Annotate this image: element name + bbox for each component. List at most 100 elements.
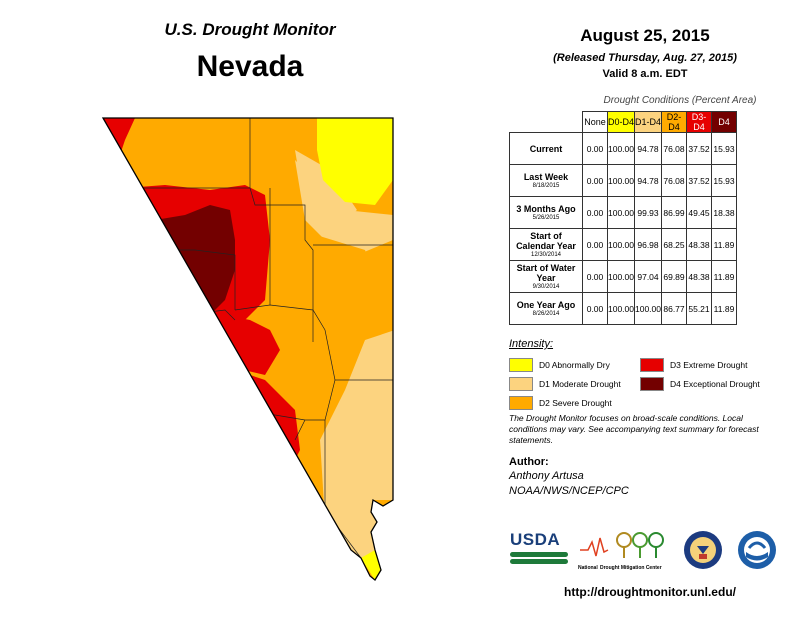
table-cell: 69.89 xyxy=(661,260,687,293)
table-cell: 99.93 xyxy=(634,196,662,229)
table-cell: 86.77 xyxy=(661,292,687,325)
usda-stripe-2 xyxy=(510,559,568,564)
row-label-text: 3 Months Ago xyxy=(516,203,576,214)
commerce-seal-icon[interactable] xyxy=(683,530,723,570)
valid-time: Valid 8 a.m. EDT xyxy=(602,68,688,80)
legend-item-d3: D3 Extreme Drought xyxy=(640,358,747,372)
table-row: Start of Calendar Year 12/30/2014 0.00 100.… xyxy=(509,228,737,261)
legend-label-d1: D1 Moderate Drought xyxy=(539,379,621,389)
row-label-text: Start of Calendar Year xyxy=(516,230,576,251)
drought-conditions-table: None D0-D4 D1-D4 D2-D4 D3-D4 D4 Current 0… xyxy=(509,111,737,325)
table-cell: 100.00 xyxy=(607,132,635,165)
table-cell: 11.89 xyxy=(711,292,737,325)
table-cell: 94.78 xyxy=(634,164,662,197)
row-label: Last Week 8/18/2015 xyxy=(509,164,583,197)
legend-swatch-d4 xyxy=(640,377,664,391)
table-row: Start of Water Year 9/30/2014 0.00 100.00 97… xyxy=(509,260,737,293)
legend-item-d0: D0 Abnormally Dry xyxy=(509,358,610,372)
disclaimer-note: The Drought Monitor focuses on broad-sca… xyxy=(509,413,759,445)
ndmc-label-2: Drought Mitigation Center xyxy=(600,565,662,571)
legend-label-d2: D2 Severe Drought xyxy=(539,398,612,408)
legend-label-d3: D3 Extreme Drought xyxy=(670,360,748,370)
author-heading: Author: xyxy=(509,456,549,468)
table-cell: 0.00 xyxy=(582,196,608,229)
legend-swatch-d1 xyxy=(509,377,533,391)
col-header-d2-d4: D2-D4 xyxy=(661,111,687,133)
table-cell: 0.00 xyxy=(582,260,608,293)
website-link[interactable]: http://droughtmonitor.unl.edu/ xyxy=(564,585,736,599)
ndmc-logo[interactable]: National Drought Mitigation Center xyxy=(578,528,670,573)
table-cell: 76.08 xyxy=(661,164,687,197)
table-row: 3 Months Ago 5/26/2015 0.00 100.00 99.93 86.9… xyxy=(509,196,737,229)
table-cell: 100.00 xyxy=(634,292,662,325)
table-cell: 0.00 xyxy=(582,292,608,325)
legend-label-d4: D4 Exceptional Drought xyxy=(670,379,760,389)
table-cell: 48.38 xyxy=(686,228,712,261)
col-header-d4: D4 xyxy=(711,111,737,133)
legend-heading: Intensity: xyxy=(509,338,554,350)
d4-area xyxy=(103,205,235,410)
table-cell: 100.00 xyxy=(607,260,635,293)
nevada-drought-map xyxy=(101,117,394,581)
table-cell: 0.00 xyxy=(582,132,608,165)
table-cell: 48.38 xyxy=(686,260,712,293)
author-name: Anthony Artusa xyxy=(509,470,584,482)
row-label: One Year Ago 8/26/2014 xyxy=(509,292,583,325)
author-org: NOAA/NWS/NCEP/CPC xyxy=(509,485,629,497)
table-cell: 37.52 xyxy=(686,164,712,197)
table-cell: 15.93 xyxy=(711,132,737,165)
map-date: August 25, 2015 xyxy=(580,26,710,45)
row-label-text: Last Week xyxy=(523,171,569,182)
row-label-date: 9/30/2014 xyxy=(532,283,560,290)
col-header-d3-d4: D3-D4 xyxy=(686,111,712,133)
ndmc-label-1: National xyxy=(578,565,598,571)
table-row: Last Week 8/18/2015 0.00 100.00 94.78 76.08 37… xyxy=(509,164,737,197)
legend-item-d2: D2 Severe Drought xyxy=(509,396,612,410)
table-row: Current 0.00 100.00 94.78 76.08 37.52 15.93 xyxy=(509,132,737,165)
row-label-date: 12/30/2014 xyxy=(530,251,562,258)
d2-area-east xyxy=(300,230,385,370)
table-cell: 96.98 xyxy=(634,228,662,261)
row-label-date: 5/26/2015 xyxy=(532,214,560,221)
table-row: One Year Ago 8/26/2014 0.00 100.00 100.00 86.… xyxy=(509,292,737,325)
state-outline xyxy=(101,117,394,581)
usda-logo[interactable]: USDA xyxy=(510,530,568,570)
d1-area xyxy=(295,160,393,580)
table-cell: 68.25 xyxy=(661,228,687,261)
table-cell: 100.00 xyxy=(607,164,635,197)
col-header-d1-d4: D1-D4 xyxy=(634,111,662,133)
release-date: (Released Thursday, Aug. 27, 2015) xyxy=(553,52,737,64)
legend-label-d0: D0 Abnormally Dry xyxy=(539,360,610,370)
noaa-logo-icon[interactable] xyxy=(737,530,777,570)
row-label-date: 8/26/2014 xyxy=(532,310,560,317)
col-header-none: None xyxy=(582,111,608,133)
table-cell: 11.89 xyxy=(711,228,737,261)
legend-item-d4: D4 Exceptional Drought xyxy=(640,377,760,391)
table-header-row: None D0-D4 D1-D4 D2-D4 D3-D4 D4 xyxy=(510,111,737,133)
usda-stripe-1 xyxy=(510,552,568,557)
table-cell: 94.78 xyxy=(634,132,662,165)
d1-area-north xyxy=(295,150,357,220)
row-label-text: Start of Water Year xyxy=(516,262,576,283)
row-label: Current xyxy=(509,132,583,165)
legend-swatch-d0 xyxy=(509,358,533,372)
row-label: 3 Months Ago 5/26/2015 xyxy=(509,196,583,229)
table-cell: 76.08 xyxy=(661,132,687,165)
table-cell: 49.45 xyxy=(686,196,712,229)
row-label: Start of Water Year 9/30/2014 xyxy=(509,260,583,293)
table-cell: 0.00 xyxy=(582,228,608,261)
row-label-date: 8/18/2015 xyxy=(532,182,560,189)
col-header-d0-d4: D0-D4 xyxy=(607,111,635,133)
table-cell: 15.93 xyxy=(711,164,737,197)
table-cell: 11.89 xyxy=(711,260,737,293)
table-cell: 100.00 xyxy=(607,228,635,261)
d0-area-south xyxy=(361,550,381,580)
usda-logo-text: USDA xyxy=(510,530,561,549)
legend-item-d1: D1 Moderate Drought xyxy=(509,377,621,391)
table-caption: Drought Conditions (Percent Area) xyxy=(603,95,757,106)
table-cell: 86.99 xyxy=(661,196,687,229)
table-cell: 97.04 xyxy=(634,260,662,293)
table-cell: 0.00 xyxy=(582,164,608,197)
table-cell: 55.21 xyxy=(686,292,712,325)
ndmc-trees-icon xyxy=(580,532,664,558)
